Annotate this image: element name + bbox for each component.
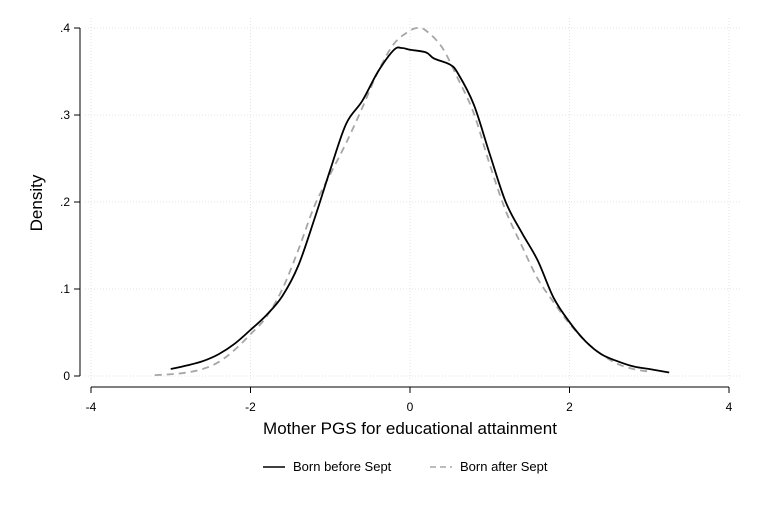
x-tick-label: -2 bbox=[245, 400, 256, 414]
grid-layer bbox=[85, 18, 741, 381]
x-axis-title: Mother PGS for educational attainment bbox=[263, 419, 557, 438]
legend: Born before Sept Born after Sept bbox=[263, 459, 548, 474]
y-tick-label: .3 bbox=[60, 108, 70, 122]
x-tick-label: 4 bbox=[726, 400, 733, 414]
legend-label-born-before-sept: Born before Sept bbox=[293, 459, 392, 474]
x-tick-label: -4 bbox=[86, 400, 97, 414]
y-ticks: 0 .1 .2 .3 .4 bbox=[60, 21, 80, 383]
series-line-born-after-sept bbox=[154, 27, 650, 377]
x-ticks: -4 -2 0 2 4 bbox=[86, 387, 733, 414]
series-layer bbox=[154, 27, 670, 377]
y-tick-label: .4 bbox=[60, 21, 70, 35]
y-tick-label: .2 bbox=[60, 195, 70, 209]
x-tick-label: 0 bbox=[407, 400, 414, 414]
series-line-born-before-sept bbox=[170, 46, 670, 374]
x-tick-label: 2 bbox=[566, 400, 573, 414]
legend-label-born-after-sept: Born after Sept bbox=[460, 459, 548, 474]
y-tick-label: 0 bbox=[63, 369, 70, 383]
y-axis-title: Density bbox=[27, 174, 46, 231]
y-tick-label: .1 bbox=[60, 282, 70, 296]
